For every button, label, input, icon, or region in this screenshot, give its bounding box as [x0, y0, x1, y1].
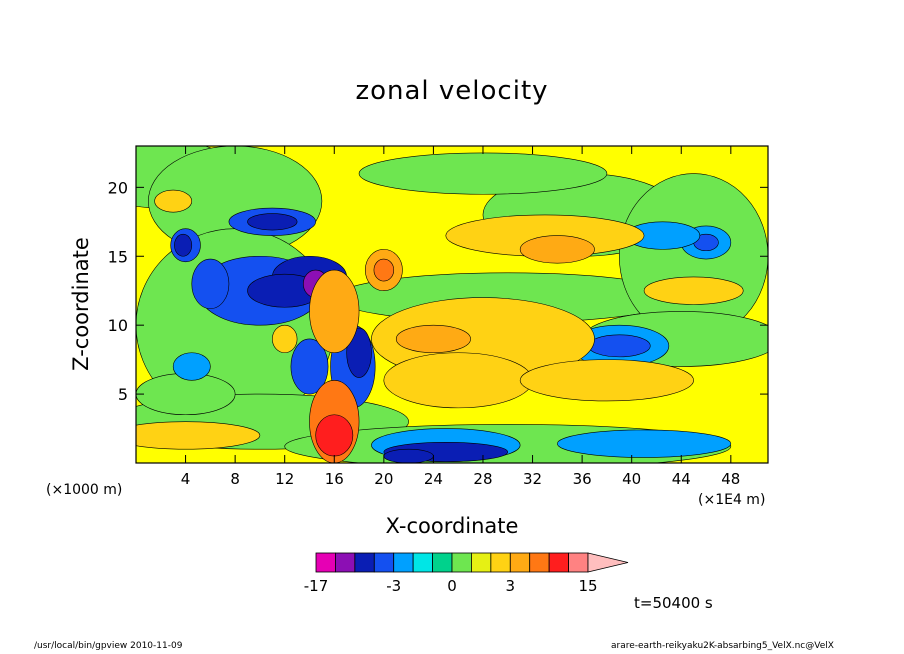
colorbar-segment — [548, 552, 569, 573]
y-tick-label: 20 — [108, 178, 128, 197]
x-tick-label: 24 — [424, 470, 443, 488]
colorbar-segment — [471, 552, 492, 573]
colorbar-label: -3 — [386, 577, 401, 595]
colorbar: -17 -3 0 3 15 — [304, 552, 629, 595]
field-contour — [154, 189, 193, 213]
field-contour — [290, 338, 329, 395]
colorbar-label: 0 — [447, 577, 457, 595]
velocity-field — [136, 146, 768, 463]
x-tick-label: 36 — [573, 470, 592, 488]
field-contour — [346, 327, 372, 378]
footer-path: /usr/local/bin/gpview 2010-11-09 — [34, 641, 183, 651]
colorbar-segment — [335, 552, 356, 573]
x-tick-label: 44 — [672, 470, 691, 488]
colorbar-label: 3 — [506, 577, 516, 595]
colorbar-segment — [509, 552, 531, 573]
field-contour — [643, 276, 744, 305]
y-tick-label: 5 — [118, 385, 128, 404]
colorbar-segment — [354, 552, 375, 573]
y-axis-ticks: 5 10 15 20 — [108, 178, 768, 404]
field-contour — [174, 233, 193, 257]
x-unit-left: (×1000 m) — [46, 482, 123, 498]
field-contour — [557, 429, 732, 458]
x-tick-label: 12 — [275, 470, 294, 488]
field-contour — [136, 421, 261, 450]
x-tick-label: 4 — [181, 470, 191, 488]
footer-source: arare-earth-reikyaku2K-absarbing5_VelX.n… — [611, 641, 834, 651]
colorbar-segment — [529, 552, 550, 573]
colorbar-segment — [451, 552, 472, 573]
field-contour — [191, 258, 230, 309]
colorbar-segment — [432, 552, 453, 573]
colorbar-segment — [393, 552, 414, 573]
field-contour — [358, 152, 608, 195]
colorbar-segment — [315, 552, 336, 573]
field-contour — [383, 352, 533, 409]
field-contour — [247, 213, 298, 231]
x-tick-label: 32 — [523, 470, 542, 488]
colorbar-segment — [412, 552, 433, 573]
colorbar-label: -17 — [304, 577, 329, 595]
field-contour — [588, 334, 651, 358]
y-axis-label: Z-coordinate — [69, 237, 93, 371]
colorbar-label: 15 — [578, 577, 597, 595]
y-tick-label: 15 — [108, 247, 128, 266]
colorbar-segment — [373, 552, 395, 573]
x-tick-label: 20 — [374, 470, 393, 488]
field-contour — [309, 269, 360, 354]
field-contour — [373, 258, 395, 282]
x-unit-right: (×1E4 m) — [698, 492, 766, 508]
x-tick-label: 40 — [622, 470, 641, 488]
time-label: t=50400 s — [634, 594, 713, 612]
x-axis-ticks: 4 8 12 16 20 24 28 32 36 40 44 48 — [181, 146, 740, 488]
colorbar-segment — [568, 552, 589, 573]
field-contour — [272, 324, 298, 354]
x-tick-label: 16 — [325, 470, 344, 488]
plot-frame — [135, 145, 769, 464]
colorbar-segment — [490, 552, 511, 573]
chart-title: zonal velocity — [355, 76, 549, 106]
field-contour — [172, 352, 211, 381]
x-axis-label: X-coordinate — [385, 514, 519, 538]
field-contour — [395, 324, 471, 354]
x-tick-label: 48 — [721, 470, 740, 488]
field-contour — [383, 448, 434, 463]
field-contour — [519, 359, 694, 402]
x-tick-label: 8 — [230, 470, 240, 488]
y-tick-label: 10 — [108, 316, 128, 335]
field-contour — [519, 235, 595, 264]
colorbar-arrow — [587, 552, 629, 573]
x-tick-label: 28 — [473, 470, 492, 488]
field-contour — [315, 414, 354, 457]
